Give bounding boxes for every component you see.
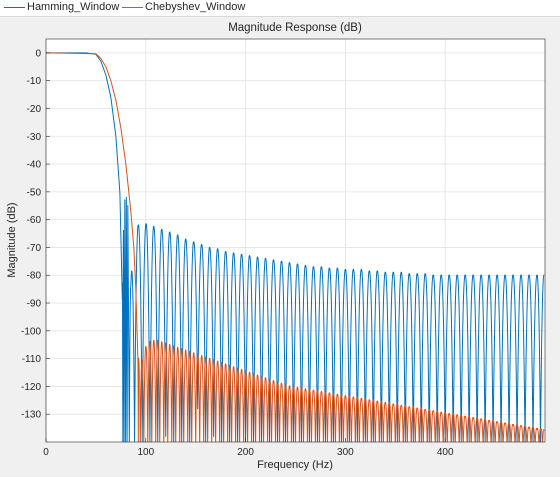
y-axis: 0 -10 -20 -30 -40 -50 -60 -70 -80 -90 -100 -110 -120… [21, 48, 50, 421]
series-layer [46, 52, 545, 448]
series-line-hamming[interactable] [46, 52, 545, 442]
legend: Hamming_Window Chebyshev_Window [0, 0, 560, 17]
legend-item-hamming[interactable]: Hamming_Window [4, 0, 119, 16]
y-tick-label: -10 [27, 76, 42, 87]
y-tick-label: -110 [22, 354, 42, 365]
x-tick-label: 200 [237, 447, 254, 458]
y-axis-title: Magnitude (dB) [6, 202, 18, 277]
chart-title: Magnitude Response (dB) [228, 22, 362, 34]
y-tick-label: -30 [27, 132, 42, 143]
x-axis-title: Frequency (Hz) [257, 459, 333, 471]
y-tick-label: -70 [27, 243, 42, 254]
x-axis: 0 100 200 300 400 [43, 438, 454, 458]
legend-label-chebyshev: Chebyshev_Window [145, 1, 246, 13]
y-tick-label: 0 [35, 48, 41, 59]
figure-panel: Magnitude Response (dB) 0 100 200 300 400 0 -… [0, 17, 560, 477]
x-tick-label: 100 [137, 447, 154, 458]
x-tick-label: 300 [337, 447, 354, 458]
y-tick-label: -100 [21, 326, 41, 337]
y-tick-label: -60 [27, 215, 42, 226]
plot-border [45, 38, 546, 443]
legend-item-chebyshev[interactable]: Chebyshev_Window [122, 0, 252, 16]
x-tick-label: 0 [43, 447, 49, 458]
legend-swatch-hamming [4, 7, 25, 9]
y-tick-label: -120 [21, 382, 41, 393]
magnitude-response-plot[interactable]: Magnitude Response (dB) 0 100 200 300 400 0 -… [0, 17, 560, 477]
x-tick-label: 400 [437, 447, 454, 458]
y-tick-label: -90 [27, 299, 42, 310]
y-tick-label: -80 [27, 271, 42, 282]
legend-label-hamming: Hamming_Window [27, 1, 120, 13]
y-tick-label: -130 [21, 410, 41, 421]
series-line-chebyshev[interactable] [46, 52, 545, 448]
y-tick-label: -20 [27, 104, 42, 115]
y-tick-label: -50 [27, 187, 42, 198]
legend-swatch-chebyshev [122, 7, 143, 9]
y-tick-label: -40 [27, 160, 42, 171]
